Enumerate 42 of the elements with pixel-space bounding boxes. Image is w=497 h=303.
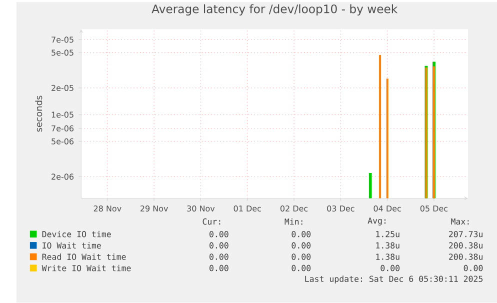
y-tick-label: 7e-05	[52, 36, 74, 43]
x-tick-label: 01 Dec	[234, 206, 261, 212]
y-tick-label: 2e-06	[52, 174, 74, 180]
text: 0.00	[292, 254, 311, 260]
text: 1.38u	[376, 242, 400, 249]
y-axis-title: seconds	[35, 96, 42, 132]
x-tick-label: 04 Dec	[374, 206, 401, 212]
text: 0.00	[210, 231, 228, 238]
text: Cur:	[202, 218, 220, 225]
text: 0.00	[210, 265, 228, 272]
legend-label: Device IO time	[42, 231, 111, 238]
text: 0.00	[292, 231, 311, 238]
text: 1.25u	[376, 231, 400, 238]
chart-title: Average latency for /dev/loop10 - by week	[152, 4, 398, 16]
text: 0.00	[380, 265, 400, 272]
y-tick-label: 7e-06	[52, 125, 74, 132]
text: 200.38u	[449, 254, 482, 260]
x-tick-label: 02 Dec	[280, 206, 308, 212]
y-tick-label: 5e-05	[52, 50, 74, 56]
legend-label: IO Wait time	[42, 242, 101, 249]
x-tick-label: 28 Nov	[94, 206, 122, 212]
text: 207.73u	[449, 231, 482, 238]
text: Max:	[451, 218, 469, 225]
text: 0.00	[210, 242, 228, 249]
y-tick-label: 2e-05	[52, 85, 74, 92]
y-tick-label: 5e-06	[52, 138, 74, 144]
text: 0.00	[292, 242, 311, 249]
x-tick-label: 29 Nov	[140, 206, 168, 212]
legend-label: Read IO Wait time	[42, 254, 126, 260]
text: 1.38u	[376, 254, 400, 260]
y-tick-label: 1e-05	[52, 112, 74, 118]
legend-label: Write IO Wait time	[42, 264, 131, 272]
text: Last update: Sat Dec 6 05:30:11 2025	[305, 276, 483, 284]
text: 0.00	[464, 265, 483, 272]
text: 200.38u	[449, 242, 482, 249]
text: Avg:	[368, 218, 386, 226]
text: 0.00	[210, 254, 228, 260]
x-tick-label: 05 Dec	[420, 206, 448, 212]
text: Min:	[284, 218, 302, 225]
text: 0.00	[292, 265, 311, 272]
x-tick-label: 30 Nov	[187, 206, 215, 212]
x-tick-label: 03 Dec	[327, 206, 354, 212]
